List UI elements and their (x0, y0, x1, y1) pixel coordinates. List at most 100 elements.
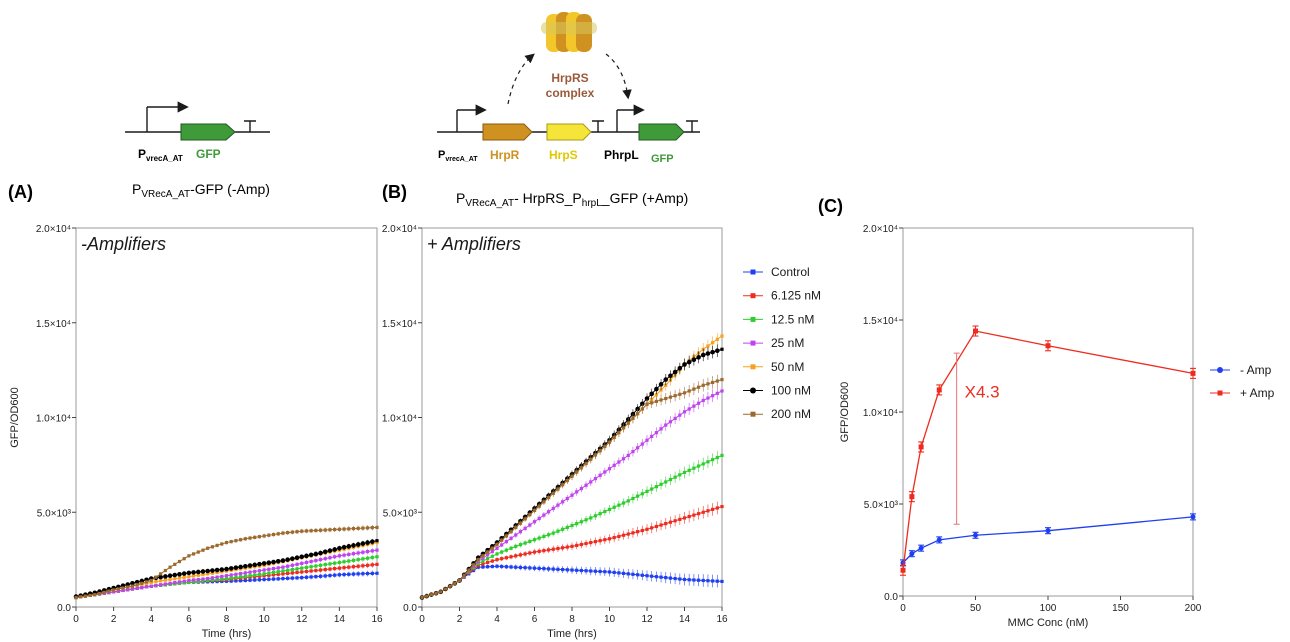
data-point (271, 577, 276, 581)
x-tick-label: 200 (1185, 603, 1202, 614)
data-point (659, 575, 663, 579)
data-point (201, 548, 205, 552)
construct-a-caption: PVRecA_AT-GFP (-Amp) (132, 181, 270, 200)
data-point (206, 578, 210, 583)
data-point (579, 568, 583, 573)
data-point (285, 557, 290, 562)
data-point (290, 556, 295, 561)
data-point (589, 480, 593, 484)
data-point (518, 543, 523, 547)
data-point (365, 571, 370, 576)
data-point (429, 593, 433, 597)
data-point (715, 348, 720, 354)
data-point (575, 522, 579, 526)
data-point (561, 483, 565, 487)
data-point (654, 386, 659, 392)
data-point (532, 550, 537, 554)
data-point (701, 510, 705, 514)
data-point (645, 489, 649, 494)
data-point (687, 578, 691, 582)
data-point (696, 464, 701, 468)
data-point (481, 554, 485, 558)
x-tick-label: 0 (419, 614, 425, 625)
data-point (266, 560, 272, 566)
data-point (370, 526, 374, 530)
data-point (631, 450, 635, 454)
data-point (692, 466, 696, 470)
data-point (701, 383, 705, 387)
data-point (309, 529, 313, 533)
data-point (116, 587, 120, 591)
data-point (318, 563, 323, 567)
data-point (328, 567, 332, 571)
data-point (593, 569, 598, 573)
data-point (495, 552, 499, 556)
data-point (229, 576, 233, 580)
data-point (323, 567, 327, 572)
data-point (228, 566, 234, 571)
data-point (252, 562, 258, 568)
chart-b: 0.0 5.0×10³ 1.0×10⁴ 1.5×10⁴ 2.0×10⁴ 0 2 4 6 8 10 12… (382, 224, 821, 640)
data-point (210, 545, 214, 549)
data-point (83, 594, 88, 598)
data-point (650, 574, 654, 578)
data-point (234, 575, 238, 580)
data-point (636, 412, 640, 416)
data-point (575, 543, 579, 548)
data-point (579, 520, 583, 524)
data-point (687, 389, 691, 393)
data-point (420, 595, 424, 600)
data-point (130, 581, 135, 586)
data-point (537, 516, 541, 521)
data-point (304, 560, 309, 565)
data-point (248, 574, 252, 578)
data-point (696, 401, 701, 405)
data-point (617, 534, 621, 539)
data-point (215, 570, 219, 575)
data-point (337, 554, 341, 558)
data-point (589, 516, 593, 520)
data-point (370, 555, 374, 560)
x-tick-label: 6 (186, 614, 192, 625)
data-point (271, 532, 276, 537)
data-point (640, 442, 644, 446)
data-point (163, 578, 167, 582)
data-point (314, 528, 318, 533)
data-point (257, 561, 262, 567)
data-point (640, 407, 644, 411)
data-point (636, 573, 640, 577)
data-point (375, 571, 379, 575)
x-tick-label: 0 (73, 614, 79, 625)
data-point (191, 570, 196, 575)
x-tick-label: 2 (457, 614, 463, 625)
data-point (300, 570, 304, 574)
data-point (603, 570, 607, 574)
data-point (678, 413, 682, 417)
data-point (262, 572, 266, 576)
data-point (220, 574, 224, 579)
data-point (365, 556, 370, 560)
data-point (186, 570, 192, 576)
gfp-gene-a (180, 123, 236, 141)
data-point (333, 561, 337, 565)
data-point (654, 431, 658, 435)
data-point (617, 460, 621, 464)
data-point (500, 564, 504, 569)
data-point (561, 500, 565, 504)
data-point (181, 571, 187, 576)
data-point (1045, 343, 1051, 349)
chart-a: 0.0 5.0×10³ 1.0×10⁴ 1.5×10⁴ 2.0×10⁴ 0 2 4 6 8 10 12… (9, 224, 383, 640)
y-tick-label: 1.0×10⁴ (36, 414, 71, 425)
data-point (678, 517, 682, 521)
data-point (276, 572, 280, 576)
data-point (481, 562, 485, 566)
data-point (342, 560, 346, 564)
x-tick-label: 12 (641, 614, 653, 625)
data-point (290, 576, 294, 580)
data-point (332, 547, 337, 552)
data-point (682, 516, 687, 520)
data-point (102, 590, 106, 594)
data-point (542, 549, 546, 553)
data-point (257, 535, 262, 539)
data-point (375, 555, 379, 559)
